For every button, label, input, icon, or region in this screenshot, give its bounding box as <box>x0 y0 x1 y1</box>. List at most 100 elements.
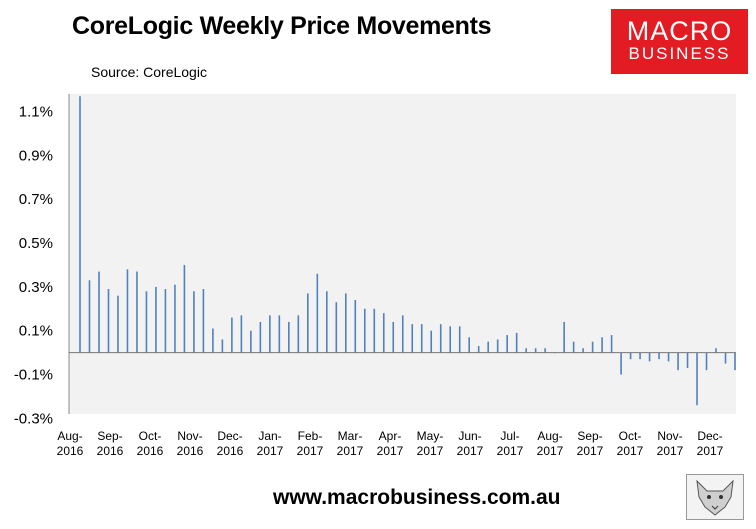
bar <box>231 317 233 353</box>
bar <box>202 289 205 353</box>
bar <box>326 291 328 353</box>
x-tick-label: Dec- <box>697 429 722 443</box>
y-tick-label: -0.3% <box>14 410 53 427</box>
y-tick-label: 0.5% <box>19 235 53 252</box>
x-tick-label: 2017 <box>697 444 724 458</box>
y-tick-label: 0.9% <box>19 147 53 164</box>
x-tick-label: 2016 <box>57 444 84 458</box>
y-tick-label: 0.3% <box>19 279 53 296</box>
bar <box>335 302 338 353</box>
bar <box>591 341 594 353</box>
x-tick-label: Sep- <box>97 429 122 443</box>
bar <box>307 293 309 353</box>
bar <box>686 352 689 368</box>
bar <box>705 352 708 371</box>
bar <box>354 300 357 353</box>
x-tick-label: 2016 <box>177 444 204 458</box>
bar <box>734 352 736 371</box>
bar <box>449 326 452 353</box>
bar <box>496 339 499 353</box>
logo-line-1: MACRO <box>626 16 733 46</box>
bar <box>411 324 414 353</box>
bar <box>601 337 603 353</box>
bar <box>487 341 489 353</box>
y-tick-label: 1.1% <box>19 104 53 121</box>
x-tick-label: Oct- <box>139 429 162 443</box>
bar <box>506 335 508 353</box>
bar <box>240 315 243 353</box>
bar <box>439 324 442 353</box>
x-tick-label: Nov- <box>177 429 202 443</box>
x-tick-label: May- <box>417 429 444 443</box>
bar <box>88 280 91 353</box>
bar <box>373 308 376 353</box>
bar <box>136 271 138 353</box>
bar-series <box>79 96 736 406</box>
x-tick-label: Nov- <box>657 429 682 443</box>
bar <box>724 352 727 364</box>
bar <box>525 348 527 353</box>
x-tick-label: 2017 <box>537 444 564 458</box>
footer-url[interactable]: www.macrobusiness.com.au <box>273 486 561 509</box>
bar <box>477 346 480 353</box>
x-tick-label: 2017 <box>577 444 604 458</box>
x-tick-label: 2017 <box>337 444 364 458</box>
bar <box>126 269 129 353</box>
macrobusiness-logo: MACRO BUSINESS <box>611 9 748 74</box>
bar <box>534 348 537 353</box>
bar <box>696 352 698 406</box>
bar <box>174 284 176 353</box>
bar <box>629 352 632 360</box>
bar <box>458 326 461 353</box>
bar <box>345 293 347 353</box>
x-tick-label: 2016 <box>137 444 164 458</box>
x-tick-label: Feb- <box>298 429 323 443</box>
bar <box>515 332 518 353</box>
x-tick-label: 2017 <box>297 444 324 458</box>
bar <box>563 321 565 353</box>
x-tick-label: 2017 <box>457 444 484 458</box>
bar <box>107 289 110 353</box>
bar <box>145 291 148 353</box>
bar <box>164 289 167 353</box>
x-tick-label: 2017 <box>617 444 644 458</box>
x-tick-label: 2017 <box>417 444 444 458</box>
x-tick-label: Jun- <box>458 429 481 443</box>
x-tick-label: 2017 <box>497 444 524 458</box>
x-tick-label: Mar- <box>338 429 363 443</box>
x-tick-label: Apr- <box>379 429 402 443</box>
bar <box>269 315 271 353</box>
bar <box>430 330 433 353</box>
bar <box>221 339 224 353</box>
y-tick-label: 0.1% <box>19 323 53 340</box>
source-label: Source: CoreLogic <box>91 64 207 80</box>
bar <box>297 315 300 353</box>
bar <box>79 96 81 353</box>
bar <box>183 264 186 353</box>
bar <box>468 337 470 353</box>
x-tick-label: Aug- <box>537 429 562 443</box>
bar <box>288 321 290 353</box>
bar <box>667 352 670 362</box>
x-tick-label: 2017 <box>657 444 684 458</box>
x-tick-label: 2016 <box>217 444 244 458</box>
x-tick-label: 2017 <box>257 444 284 458</box>
bar <box>401 315 404 353</box>
fox-logo-icon <box>686 474 744 520</box>
bar <box>677 352 679 371</box>
x-tick-label: Oct- <box>619 429 642 443</box>
bar <box>363 308 366 353</box>
bar <box>715 348 717 353</box>
x-tick-label: Aug- <box>57 429 82 443</box>
bar <box>572 341 575 353</box>
y-axis-ticks: 1.1% 0.9% 0.7% 0.5% 0.3% 0.1% -0.1% -0.3% <box>14 104 53 428</box>
x-tick-label: Sep- <box>577 429 602 443</box>
x-tick-label: 2017 <box>377 444 404 458</box>
bar <box>392 321 395 353</box>
bar <box>658 352 660 360</box>
bar <box>582 348 584 353</box>
x-tick-label: Jul- <box>500 429 519 443</box>
y-tick-label: 0.7% <box>19 191 53 208</box>
bar <box>610 335 613 353</box>
